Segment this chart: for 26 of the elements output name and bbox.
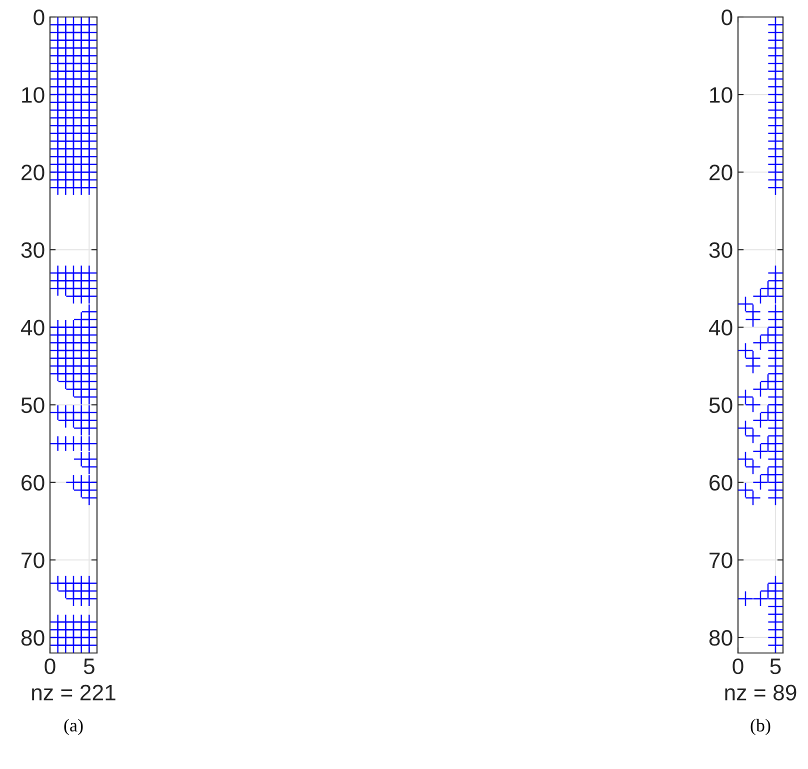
y-tick-label: 20 [22, 164, 44, 180]
y-tick-label: 40 [708, 320, 732, 336]
y-tick-label: 0 [722, 10, 732, 26]
text: (b) [750, 718, 770, 736]
y-tick-label: 30 [709, 242, 732, 258]
y-tick-label: 80 [709, 630, 732, 646]
x-tick-label: 0 [44, 658, 56, 674]
y-tick-label: 0 [34, 10, 44, 26]
text: (a) [64, 718, 83, 736]
y-tick-label: 50 [709, 397, 732, 414]
y-tick-label: 60 [710, 474, 732, 491]
y-tick-label: 50 [21, 397, 44, 414]
y-tick-label: 30 [21, 242, 44, 258]
y-tick-label: 80 [21, 630, 44, 646]
y-tick-label: 10 [710, 87, 732, 103]
x-axis-title: nz = 89 [725, 684, 796, 700]
x-tick-label: 5 [770, 658, 781, 674]
x-tick-label: 5 [84, 658, 94, 674]
y-tick-label: 60 [22, 474, 44, 491]
y-tick-label: 10 [22, 87, 44, 103]
y-tick-label: 70 [710, 552, 732, 568]
x-axis-title: nz = 221 [32, 684, 116, 700]
y-tick-label: 20 [710, 164, 732, 180]
x-tick-label: 0 [732, 658, 744, 674]
y-tick-label: 40 [20, 320, 44, 336]
y-tick-label: 70 [22, 552, 44, 568]
